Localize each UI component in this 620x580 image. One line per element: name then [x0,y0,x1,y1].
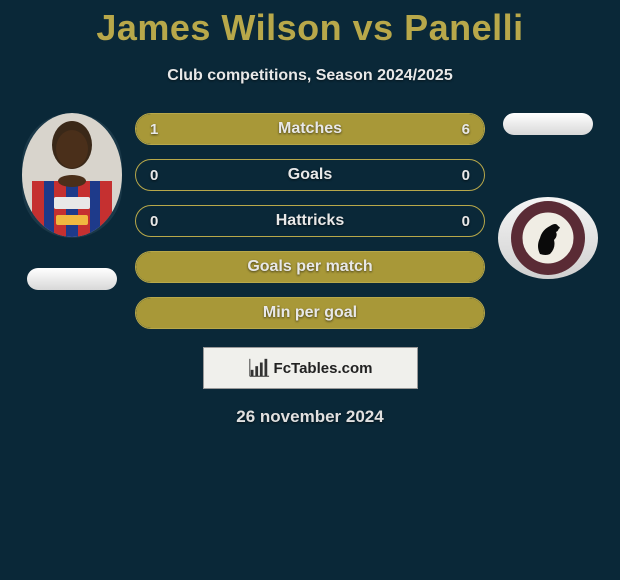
stat-label: Hattricks [136,212,484,230]
player-right-badge [498,197,598,279]
attribution-box[interactable]: FcTables.com [203,347,418,389]
player-right-column [493,113,603,279]
stat-row: 16Matches [135,113,485,145]
chart-icon [248,357,270,379]
stat-row: Goals per match [135,251,485,283]
subtitle: Club competitions, Season 2024/2025 [0,67,620,85]
attribution-text: FcTables.com [274,360,373,377]
stat-row: Min per goal [135,297,485,329]
date-text: 26 november 2024 [0,407,620,427]
stat-row: 00Hattricks [135,205,485,237]
player-right-name-pill [503,113,593,135]
stat-row: 00Goals [135,159,485,191]
comparison-content: 16Matches 00Goals 00Hattricks Goals per mat… [0,113,620,329]
player-left-avatar [22,113,122,238]
stat-label: Min per goal [136,304,484,322]
player-left-column [17,113,127,290]
stat-label: Goals per match [136,258,484,276]
player-left-name-pill [27,268,117,290]
page-title: James Wilson vs Panelli [0,7,620,49]
stats-column: 16Matches 00Goals 00Hattricks Goals per mat… [135,113,485,329]
stat-label: Goals [136,166,484,184]
stat-label: Matches [136,120,484,138]
